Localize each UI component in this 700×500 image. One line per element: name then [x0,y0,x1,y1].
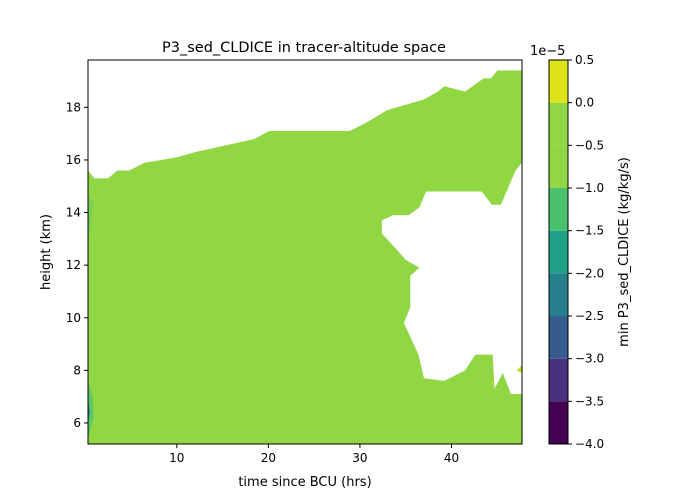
colorbar-tick-label: −1.5 [575,224,604,238]
colorbar-band [549,188,568,231]
colorbar-tick-label: −3.0 [575,352,604,366]
contour-patch-low [88,380,94,437]
colorbar-band [549,102,568,146]
colorbar-tick-label: 0.5 [575,53,594,67]
colorbar-band [549,145,568,188]
colorbar: −4.0 −3.5 −3.0 −2.5 −2.0 −1.5 −1.0 −0.5 0.0 0.5 [548,53,604,451]
colorbar-offset-text: 1e−5 [530,44,565,59]
colorbar-tick-label: −2.5 [575,309,604,323]
colorbar-tick-label: −2.0 [575,266,604,280]
colorbar-tick-label: −1.0 [575,181,604,195]
contour-region [88,70,522,444]
x-tick-label: 20 [261,451,276,465]
colorbar-tick-label: −3.5 [575,394,604,408]
x-axis: 10 20 30 40 [169,444,459,465]
chart-title: P3_sed_CLDICE in tracer-altitude space [162,40,446,56]
y-tick-label: 8 [73,363,81,377]
y-tick-label: 12 [66,258,81,272]
colorbar-tick-label: 0.0 [575,96,594,110]
y-tick-label: 18 [66,100,81,114]
x-tick-label: 40 [444,451,459,465]
y-tick-label: 6 [73,416,81,430]
colorbar-band [549,358,568,402]
y-axis: 6 8 10 12 14 16 18 [66,100,88,430]
contour-patch-low [88,196,94,239]
y-axis-label: height (km) [39,214,54,290]
y-tick-label: 16 [66,153,81,167]
colorbar-band [549,230,568,274]
x-tick-label: 30 [352,451,367,465]
colorbar-band [549,60,568,103]
colorbar-tick-label: −4.0 [575,437,604,451]
y-tick-label: 10 [66,311,81,325]
contour-patch-high [516,365,522,373]
colorbar-band [549,316,568,359]
colorbar-label: min P3_sed_CLDICE (kg/kg/s) [617,157,632,347]
colorbar-frame [548,59,569,445]
plot-frame [87,59,523,445]
y-tick-label: 14 [66,206,81,220]
plot-area [88,70,522,444]
contour-patch-high [490,380,494,384]
x-tick-label: 10 [169,451,184,465]
x-axis-label: time since BCU (hrs) [238,475,371,490]
colorbar-band [549,401,568,444]
colorbar-tick-label: −0.5 [575,138,604,152]
colorbar-band [549,273,568,316]
